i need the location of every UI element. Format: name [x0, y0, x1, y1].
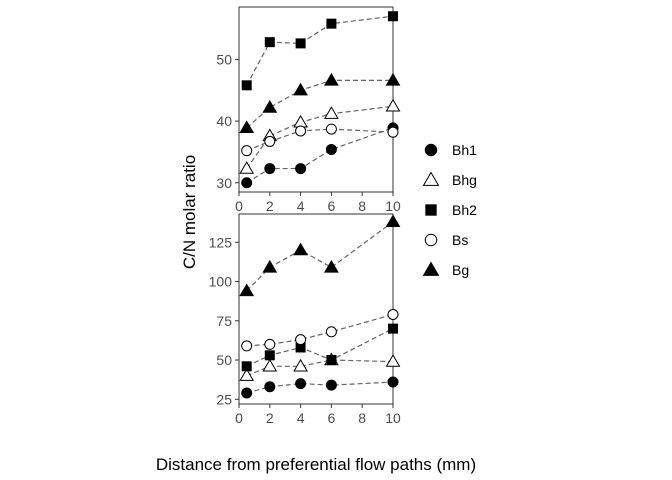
point-bs [387, 126, 399, 138]
point-bh2 [241, 361, 252, 372]
point-bh2 [295, 38, 306, 49]
point-bh2 [264, 350, 275, 361]
point-bg [239, 283, 255, 297]
legend-key-bg [422, 261, 440, 276]
point-bs [295, 334, 307, 346]
x-tick-label: 6 [328, 410, 336, 426]
point-bh2 [326, 355, 337, 366]
point-bs [325, 123, 337, 135]
point-bg [324, 259, 339, 273]
point-bh2 [241, 80, 252, 91]
chart-panels: 30 40 50 0 2 4 6 8 10 25 50 75 100 125 0 2 4 6 8 10 [209, 6, 401, 426]
y-tick-label: 75 [216, 313, 232, 329]
panel-border [238, 6, 394, 193]
point-bs [325, 326, 337, 338]
point-bs [264, 135, 276, 147]
point-bg [262, 100, 278, 113]
series-line-bhg [246, 359, 394, 377]
legend-item-bs: Bs [424, 232, 468, 248]
point-bs [295, 125, 307, 137]
panel-top: 30 40 50 0 2 4 6 8 10 [216, 6, 401, 214]
point-bg [385, 72, 401, 86]
y-tick-label: 125 [209, 234, 233, 250]
x-tick-label: 6 [328, 198, 336, 214]
x-axis-title: Distance from preferential flow paths (m… [156, 455, 476, 474]
legend-item-bh1: Bh1 [424, 142, 477, 158]
point-bs [241, 145, 253, 157]
point-bg [239, 120, 255, 134]
point-bg [262, 259, 278, 273]
legend-label: Bh2 [452, 202, 477, 218]
point-bhg [385, 98, 401, 112]
point-bhg [262, 358, 278, 372]
x-tick-label: 4 [297, 198, 305, 214]
panel-border [238, 213, 394, 405]
point-bhg [293, 114, 308, 128]
point-bhg [385, 354, 401, 367]
x-tick-label: 2 [266, 410, 274, 426]
point-bh1 [325, 379, 337, 391]
point-bs [387, 308, 399, 320]
y-tick-label: 30 [216, 175, 232, 191]
panel-bottom: 25 50 75 100 125 0 2 4 6 8 10 [209, 213, 401, 426]
x-tick-label: 0 [235, 198, 243, 214]
point-bh1 [325, 143, 337, 155]
legend-key-bh1 [424, 143, 438, 157]
series-line-bg [246, 221, 394, 292]
x-tick-label: 10 [385, 410, 401, 426]
y-tick-label: 100 [209, 274, 233, 290]
legend-label: Bg [452, 262, 469, 278]
series-line-bh1 [246, 381, 394, 394]
x-tick-label: 8 [358, 410, 366, 426]
y-tick-label: 50 [216, 51, 232, 67]
point-bh1 [241, 387, 253, 399]
y-tick-label: 40 [216, 113, 232, 129]
x-tick-label: 8 [358, 198, 366, 214]
x-tick-label: 2 [266, 198, 274, 214]
point-bg [324, 72, 339, 86]
legend-label: Bhg [452, 172, 477, 188]
point-bh1 [264, 163, 276, 175]
legend-label: Bs [452, 232, 468, 248]
x-tick-label: 4 [297, 410, 305, 426]
legend-item-bh2: Bh2 [425, 202, 477, 218]
legend-key-bs [424, 233, 438, 247]
legend-label: Bh1 [452, 142, 477, 158]
point-bh2 [326, 18, 337, 29]
point-bg [293, 242, 308, 256]
point-bg [385, 214, 401, 228]
point-bh2 [264, 37, 275, 48]
legend-item-bg: Bg [422, 261, 469, 278]
legend-key-bh2 [425, 204, 437, 216]
y-tick-label: 50 [216, 352, 232, 368]
point-bh1 [387, 376, 399, 388]
point-bg [293, 82, 308, 96]
legend-key-bhg [422, 171, 440, 186]
point-bh2 [388, 11, 398, 22]
point-bs [264, 338, 276, 350]
point-bhg [324, 106, 339, 119]
x-tick-label: 10 [385, 198, 401, 214]
point-bs [241, 340, 253, 352]
point-bhg [239, 368, 255, 381]
y-tick-label: 25 [216, 391, 232, 407]
point-bh1 [241, 177, 253, 189]
y-axis-title: C/N molar ratio [180, 155, 199, 269]
series-line-bh2 [246, 15, 394, 86]
point-bh1 [264, 381, 276, 393]
series-line-bs [246, 313, 394, 347]
x-tick-label: 0 [235, 410, 243, 426]
point-bhg [239, 161, 255, 174]
legend: Bh1 Bhg Bh2 Bs Bg [422, 142, 477, 278]
point-bhg [293, 358, 308, 372]
point-bh1 [295, 163, 307, 175]
legend-item-bhg: Bhg [422, 171, 477, 188]
point-bh2 [388, 323, 398, 334]
point-bh1 [295, 378, 307, 390]
